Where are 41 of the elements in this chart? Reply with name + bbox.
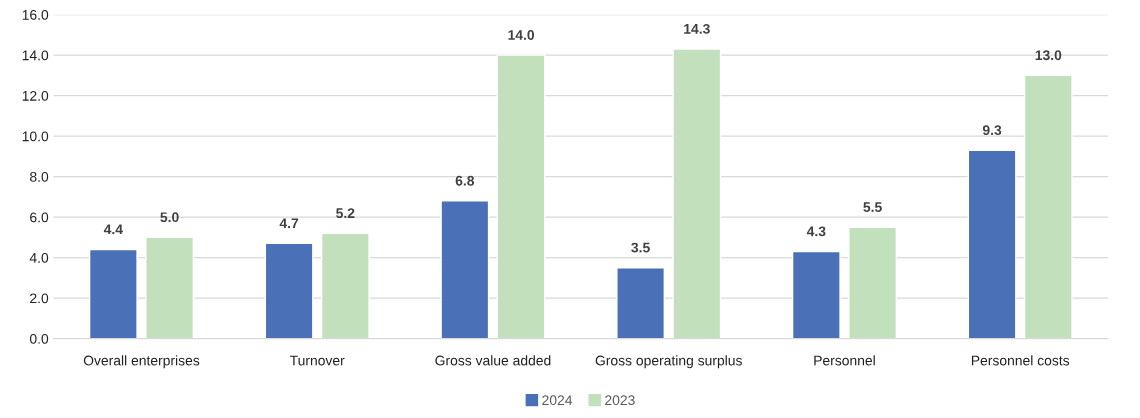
data-label: 14.3: [684, 23, 710, 34]
data-label: 5.0: [160, 212, 179, 223]
x-tick-label: Gross operating surplus: [595, 355, 742, 369]
x-tick-label: Personnel: [814, 355, 875, 366]
x-tick-label: Gross value added: [435, 355, 551, 366]
y-tick-label: 14.0: [22, 50, 49, 61]
data-label: 4.4: [103, 224, 123, 235]
y-tick-label: 0.0: [29, 333, 49, 344]
y-tick-label: 6.0: [30, 212, 49, 223]
x-tick-label: Personnel costs: [971, 355, 1070, 366]
legend-label: 2023: [605, 395, 635, 406]
y-tick-label: 10.0: [22, 131, 49, 142]
data-label: 4.3: [806, 226, 826, 237]
legend-label: 2024: [542, 395, 573, 406]
y-tick-label: 8.0: [30, 171, 49, 182]
data-label: 4.7: [279, 218, 299, 229]
data-label: 9.3: [982, 125, 1002, 136]
data-label: 3.5: [631, 242, 650, 253]
y-tick-label: 12.0: [22, 90, 49, 101]
bar: [672, 48, 722, 339]
y-tick-label: 2.0: [30, 293, 49, 304]
y-tick-label: 4.0: [29, 252, 49, 263]
bar: [264, 242, 314, 339]
data-label: 6.8: [455, 175, 475, 186]
data-label: 5.2: [336, 208, 355, 219]
bar: [967, 149, 1017, 339]
x-tick-label: Overall enterprises: [83, 355, 200, 369]
bar: [791, 250, 841, 339]
data-label: 5.5: [863, 202, 882, 212]
bar: [320, 232, 370, 339]
data-label: 14.0: [508, 30, 535, 40]
bar: [440, 200, 490, 339]
bar: [145, 236, 194, 339]
bar: [848, 226, 897, 339]
data-label: 13.0: [1035, 50, 1062, 61]
bar: [1023, 74, 1073, 339]
x-tick-label: Turnover: [289, 355, 345, 366]
bar: [496, 54, 546, 339]
bar: [616, 267, 666, 339]
y-tick-label: 16.0: [22, 9, 49, 20]
bar: [88, 248, 138, 339]
